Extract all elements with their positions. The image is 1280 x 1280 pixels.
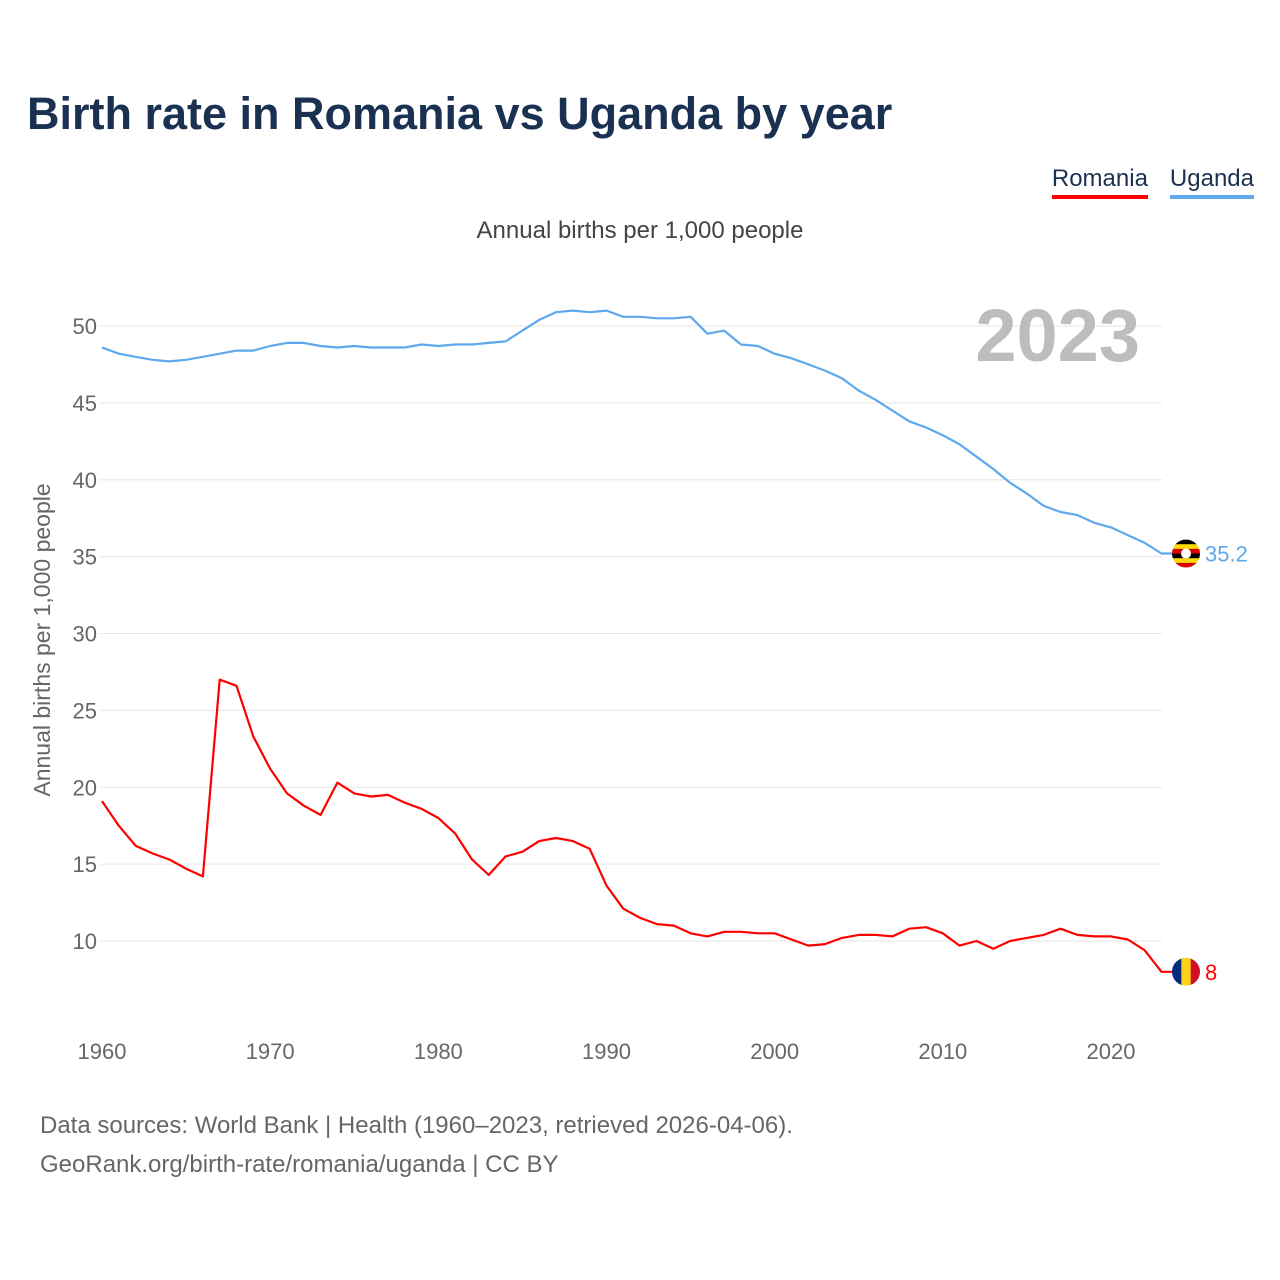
y-tick-label: 20 <box>73 775 97 800</box>
line-chart: 10 15 20 25 30 35 40 45 50 1960 1970 1980 1990 2000 20… <box>29 294 1248 1064</box>
source-link[interactable]: GeoRank.org/birth-rate/romania/uganda | … <box>40 1151 559 1178</box>
x-tick-label: 1960 <box>78 1039 127 1064</box>
x-tick-label: 2000 <box>750 1039 799 1064</box>
x-tick-label: 1990 <box>582 1039 631 1064</box>
chart-title: Birth rate in Romania vs Uganda by year <box>27 88 893 139</box>
end-value-label: 8 <box>1205 960 1217 985</box>
x-tick-label: 1970 <box>246 1039 295 1064</box>
uganda-flag-icon <box>1172 539 1200 568</box>
y-tick-label: 35 <box>73 545 97 570</box>
x-tick-label: 2010 <box>918 1039 967 1064</box>
y-tick-label: 15 <box>73 852 97 877</box>
y-axis-label: Annual births per 1,000 people <box>29 483 55 796</box>
year-badge: 2023 <box>975 294 1140 377</box>
end-value-label: 35.2 <box>1205 542 1248 567</box>
legend: Romania Uganda <box>1051 165 1254 199</box>
source-note: Data sources: World Bank | Health (1960–… <box>40 1112 793 1139</box>
footer: Data sources: World Bank | Health (1960–… <box>40 1106 793 1184</box>
y-tick-label: 30 <box>73 622 97 647</box>
series-line-romania[interactable] <box>101 678 1180 973</box>
y-tick-label: 10 <box>73 929 97 954</box>
chart-subtitle: Annual births per 1,000 people <box>476 217 804 244</box>
x-tick-label: 1980 <box>414 1039 463 1064</box>
x-tick-label: 2020 <box>1087 1039 1136 1064</box>
legend-romania[interactable]: Romania <box>1051 165 1148 199</box>
series-line-uganda[interactable] <box>101 309 1180 555</box>
y-tick-label: 45 <box>73 391 97 416</box>
y-tick-label: 40 <box>73 468 97 493</box>
romania-flag-icon <box>1172 957 1200 986</box>
legend-uganda[interactable]: Uganda <box>1169 165 1254 199</box>
y-tick-label: 25 <box>73 698 97 723</box>
y-tick-label: 50 <box>73 314 97 339</box>
